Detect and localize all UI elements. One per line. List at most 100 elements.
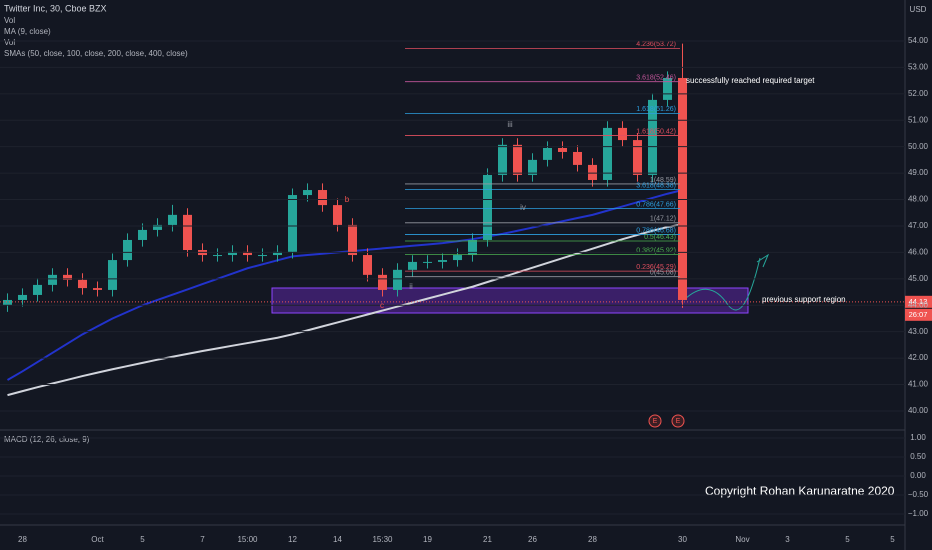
fib-label: 1.618(51.26): [636, 106, 676, 113]
y-tick-label: 51.00: [908, 115, 929, 124]
candle-body: [543, 148, 552, 160]
candle-body: [153, 224, 162, 230]
y-tick-label: 48.00: [908, 195, 929, 204]
fib-label: 3.618(52.46): [636, 75, 676, 82]
candle-body: [633, 140, 642, 175]
annotation: Copyright Rohan Karunaratne 2020: [705, 484, 895, 498]
candle-body: [363, 255, 372, 275]
fib-label: 3.618(48.38): [636, 182, 676, 189]
candle-body: [588, 164, 597, 180]
fib-label: 4.236(53.72): [636, 41, 676, 48]
support-region: [271, 287, 749, 314]
symbol: Twitter Inc, 30, Cboe BZX: [4, 3, 107, 13]
wave-label: c: [380, 301, 384, 310]
candle-body: [318, 190, 327, 206]
candle-body: [243, 251, 252, 256]
x-tick-label: 7: [200, 535, 205, 544]
earnings-marker: [671, 414, 685, 428]
candle-body: [78, 279, 87, 289]
wave-label: iv: [520, 203, 526, 212]
candle-body: [573, 151, 582, 165]
x-tick-label: 5: [845, 535, 850, 544]
candle-body: [483, 174, 492, 240]
x-tick-label: Oct: [91, 535, 104, 544]
x-tick-label: 28: [588, 535, 597, 544]
annotation: previous support region: [762, 295, 846, 304]
fib-label: 0.382(45.92): [636, 247, 676, 254]
x-tick-label: 30: [678, 535, 687, 544]
moving-average: [6, 189, 683, 381]
candle-body: [528, 159, 537, 175]
y-tick-label: 46.00: [908, 248, 929, 257]
candle-body: [453, 255, 462, 261]
candle-body: [438, 260, 447, 262]
y-tick-label: 40.00: [908, 406, 929, 415]
x-tick-label: 5: [140, 535, 145, 544]
currency: USD: [910, 5, 927, 14]
x-tick-label: Nov: [735, 535, 749, 544]
candle-body: [648, 99, 657, 175]
candle-body: [603, 127, 612, 180]
x-tick-label: 15:00: [237, 535, 258, 544]
fib-label: 1.618(50.42): [636, 128, 676, 135]
countdown-tag: [905, 308, 932, 321]
y-tick-label: 47.00: [908, 221, 929, 230]
y-tick-label: 1.00: [910, 433, 926, 442]
indicator-label: Vol: [4, 38, 15, 47]
candle-body: [93, 288, 102, 290]
candle-body: [423, 261, 432, 263]
candle-body: [558, 148, 567, 152]
moving-average: [7, 223, 683, 397]
indicator-label: MA (9, close): [4, 27, 51, 36]
x-tick-label: 15:30: [372, 535, 393, 544]
annotation: successfully reached required target: [686, 76, 815, 85]
candle-body: [378, 274, 387, 290]
x-tick-label: 3: [785, 535, 790, 544]
candle-body: [33, 284, 42, 295]
y-tick-label: 43.00: [908, 327, 929, 336]
y-tick-label: 0.50: [910, 452, 926, 461]
candle-body: [678, 77, 687, 300]
candle-body: [168, 214, 177, 225]
candle-body: [663, 77, 672, 100]
fib-label: 0.5(46.43): [644, 234, 676, 241]
x-tick-label: 26: [528, 535, 537, 544]
y-tick-label: −0.50: [908, 490, 929, 499]
y-tick-label: 54.00: [908, 36, 929, 45]
x-tick-label: 12: [288, 535, 297, 544]
x-tick-label: 19: [423, 535, 432, 544]
earnings-label: E: [653, 418, 658, 425]
indicator-label: SMAs (50, close, 100, close, 200, close,…: [4, 49, 188, 58]
fib-label: 1(47.12): [650, 216, 676, 223]
candle-body: [108, 260, 117, 290]
candle-body: [228, 251, 237, 256]
candle-body: [303, 190, 312, 196]
x-tick-label: 21: [483, 535, 492, 544]
fib-label: 0.786(46.68): [636, 227, 676, 234]
candle-body: [63, 274, 72, 280]
y-tick-label: 52.00: [908, 89, 929, 98]
candle-body: [618, 127, 627, 141]
fib-label: 0.236(45.29): [636, 264, 676, 271]
y-tick-label: 44.00: [908, 300, 929, 309]
wave-label: iii: [507, 120, 513, 129]
price-tag: [905, 295, 932, 308]
fib-label: 1(48.59): [650, 177, 676, 184]
candle-body: [123, 239, 132, 261]
candle-body: [258, 255, 267, 257]
y-tick-label: −1.00: [908, 509, 929, 518]
countdown: 26:07: [909, 310, 928, 319]
fib-label: 0.786(47.66): [636, 201, 676, 208]
candle-body: [513, 144, 522, 175]
x-tick-label: 14: [333, 535, 342, 544]
macd-title: MACD (12, 26, close, 9): [4, 435, 90, 444]
wave-label: b: [345, 195, 350, 204]
candle-body: [498, 144, 507, 175]
y-tick-label: 42.00: [908, 353, 929, 362]
candle-body: [48, 274, 57, 285]
fib-label: 0(45.08): [650, 270, 676, 277]
candle-body: [183, 214, 192, 251]
candle-body: [18, 294, 27, 300]
